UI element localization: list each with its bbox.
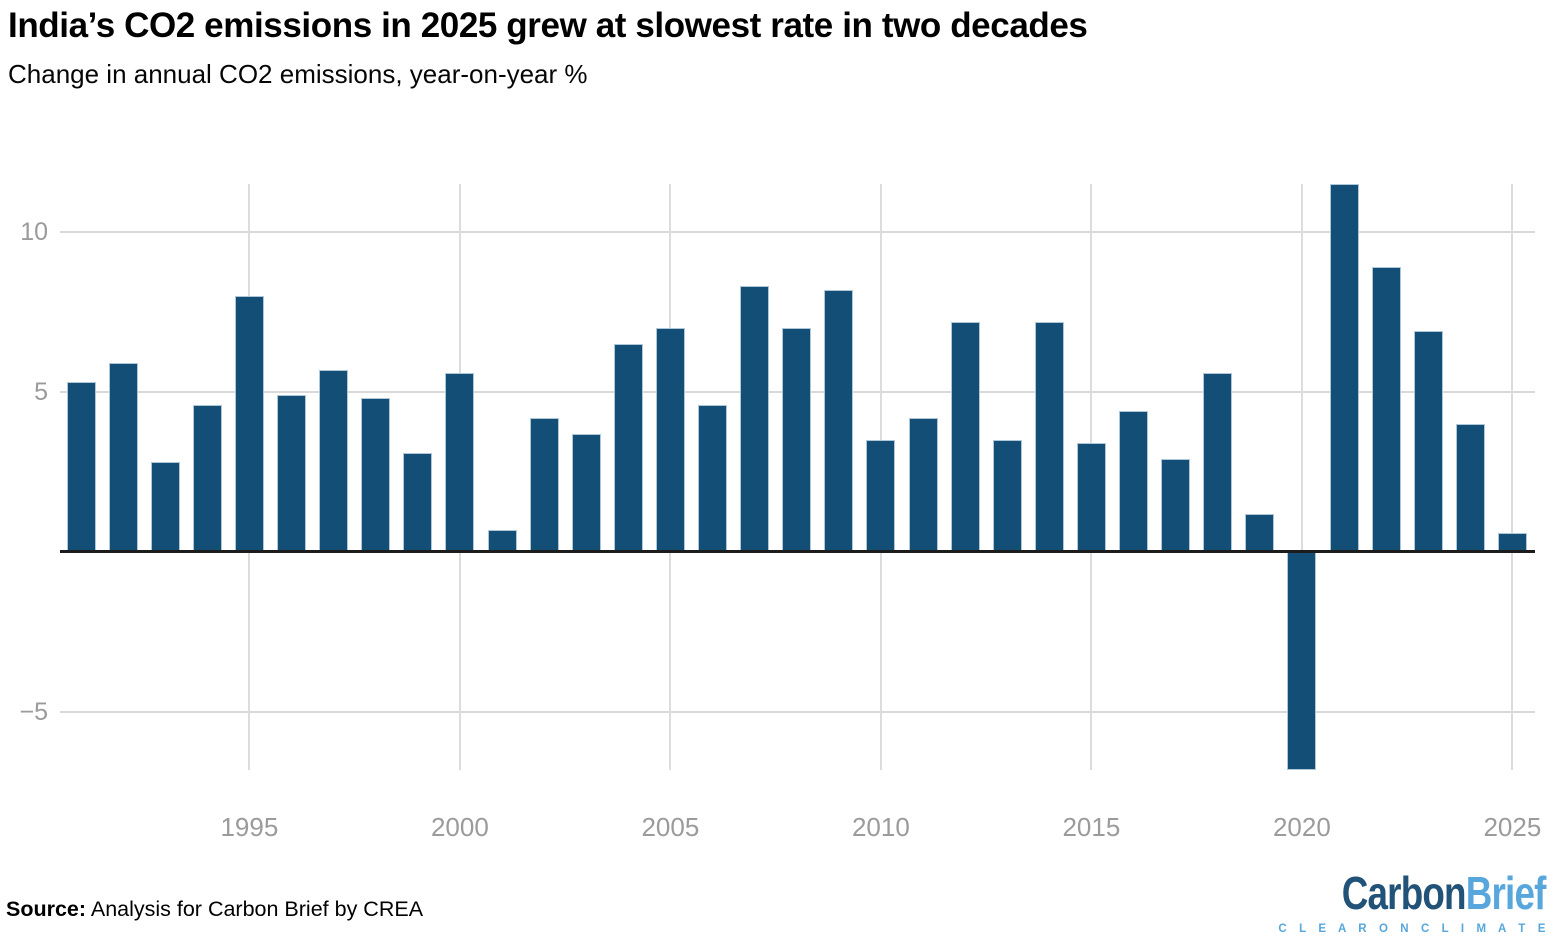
logo-brief-text: Brief — [1466, 867, 1547, 919]
zero-baseline — [60, 550, 1535, 553]
bar-2000 — [445, 372, 475, 552]
chart-title: India’s CO2 emissions in 2025 grew at sl… — [8, 6, 1088, 45]
x-gridline-2020 — [1300, 184, 1303, 770]
chart-subtitle: Change in annual CO2 emissions, year-on-… — [8, 59, 588, 89]
y-tick-label-5: 5 — [34, 378, 48, 406]
bar-2018 — [1203, 372, 1233, 552]
bar-1993 — [150, 462, 180, 552]
bar-2020 — [1287, 552, 1317, 770]
bar-2025 — [1497, 532, 1527, 552]
source-line: Source: Analysis for Carbon Brief by CRE… — [6, 897, 423, 922]
bar-2010 — [866, 440, 896, 552]
bar-2017 — [1161, 459, 1191, 552]
source-label: Source: — [6, 897, 87, 921]
y-tick-label-10: 10 — [20, 218, 48, 246]
bar-2009 — [824, 289, 854, 552]
bar-1999 — [403, 452, 433, 552]
bar-2006 — [698, 404, 727, 552]
source-text: Analysis for Carbon Brief by CREA — [86, 897, 424, 921]
bar-1995 — [234, 296, 264, 552]
x-tick-label-2010: 2010 — [851, 812, 910, 842]
bar-2002 — [529, 417, 559, 552]
bar-1994 — [192, 404, 222, 552]
x-tick-label-1995: 1995 — [220, 812, 279, 842]
logo-carbon-text: Carbon — [1342, 867, 1467, 919]
bar-2004 — [613, 344, 643, 552]
logo-tagline: C L E A R O N C L I M A T E — [1278, 923, 1550, 936]
bar-2024 — [1455, 424, 1485, 552]
bar-2021 — [1329, 184, 1359, 552]
x-tick-label-2005: 2005 — [641, 812, 700, 842]
bar-1992 — [108, 363, 138, 552]
bar-2008 — [782, 328, 812, 552]
bar-2011 — [908, 417, 938, 552]
bar-2015 — [1076, 443, 1106, 552]
bar-2014 — [1034, 321, 1064, 552]
y-tick-label--5: −5 — [19, 698, 48, 726]
bar-2005 — [655, 328, 685, 552]
bar-2019 — [1245, 513, 1275, 552]
bar-2012 — [950, 321, 980, 552]
bar-2023 — [1413, 331, 1443, 552]
y-gridline-10 — [60, 231, 1535, 233]
bar-2013 — [992, 440, 1022, 552]
bar-2016 — [1119, 411, 1148, 552]
x-tick-label-2000: 2000 — [430, 812, 489, 842]
bar-1997 — [319, 369, 349, 552]
bar-2003 — [571, 433, 601, 552]
bar-2022 — [1371, 267, 1401, 552]
bar-1996 — [277, 395, 306, 552]
bar-2007 — [740, 286, 770, 552]
carbonbrief-logo: CarbonBrief C L E A R O N C L I M A T E — [1278, 866, 1546, 935]
y-gridline--5 — [60, 711, 1535, 713]
bar-1991 — [66, 382, 96, 552]
x-tick-label-2025: 2025 — [1483, 812, 1542, 842]
x-tick-label-2015: 2015 — [1062, 812, 1121, 842]
x-gridline-2025 — [1511, 184, 1514, 770]
bar-1998 — [361, 398, 391, 552]
bar-2001 — [487, 529, 517, 552]
x-tick-label-2020: 2020 — [1272, 812, 1331, 842]
logo-wordmark: CarbonBrief — [1332, 866, 1547, 921]
